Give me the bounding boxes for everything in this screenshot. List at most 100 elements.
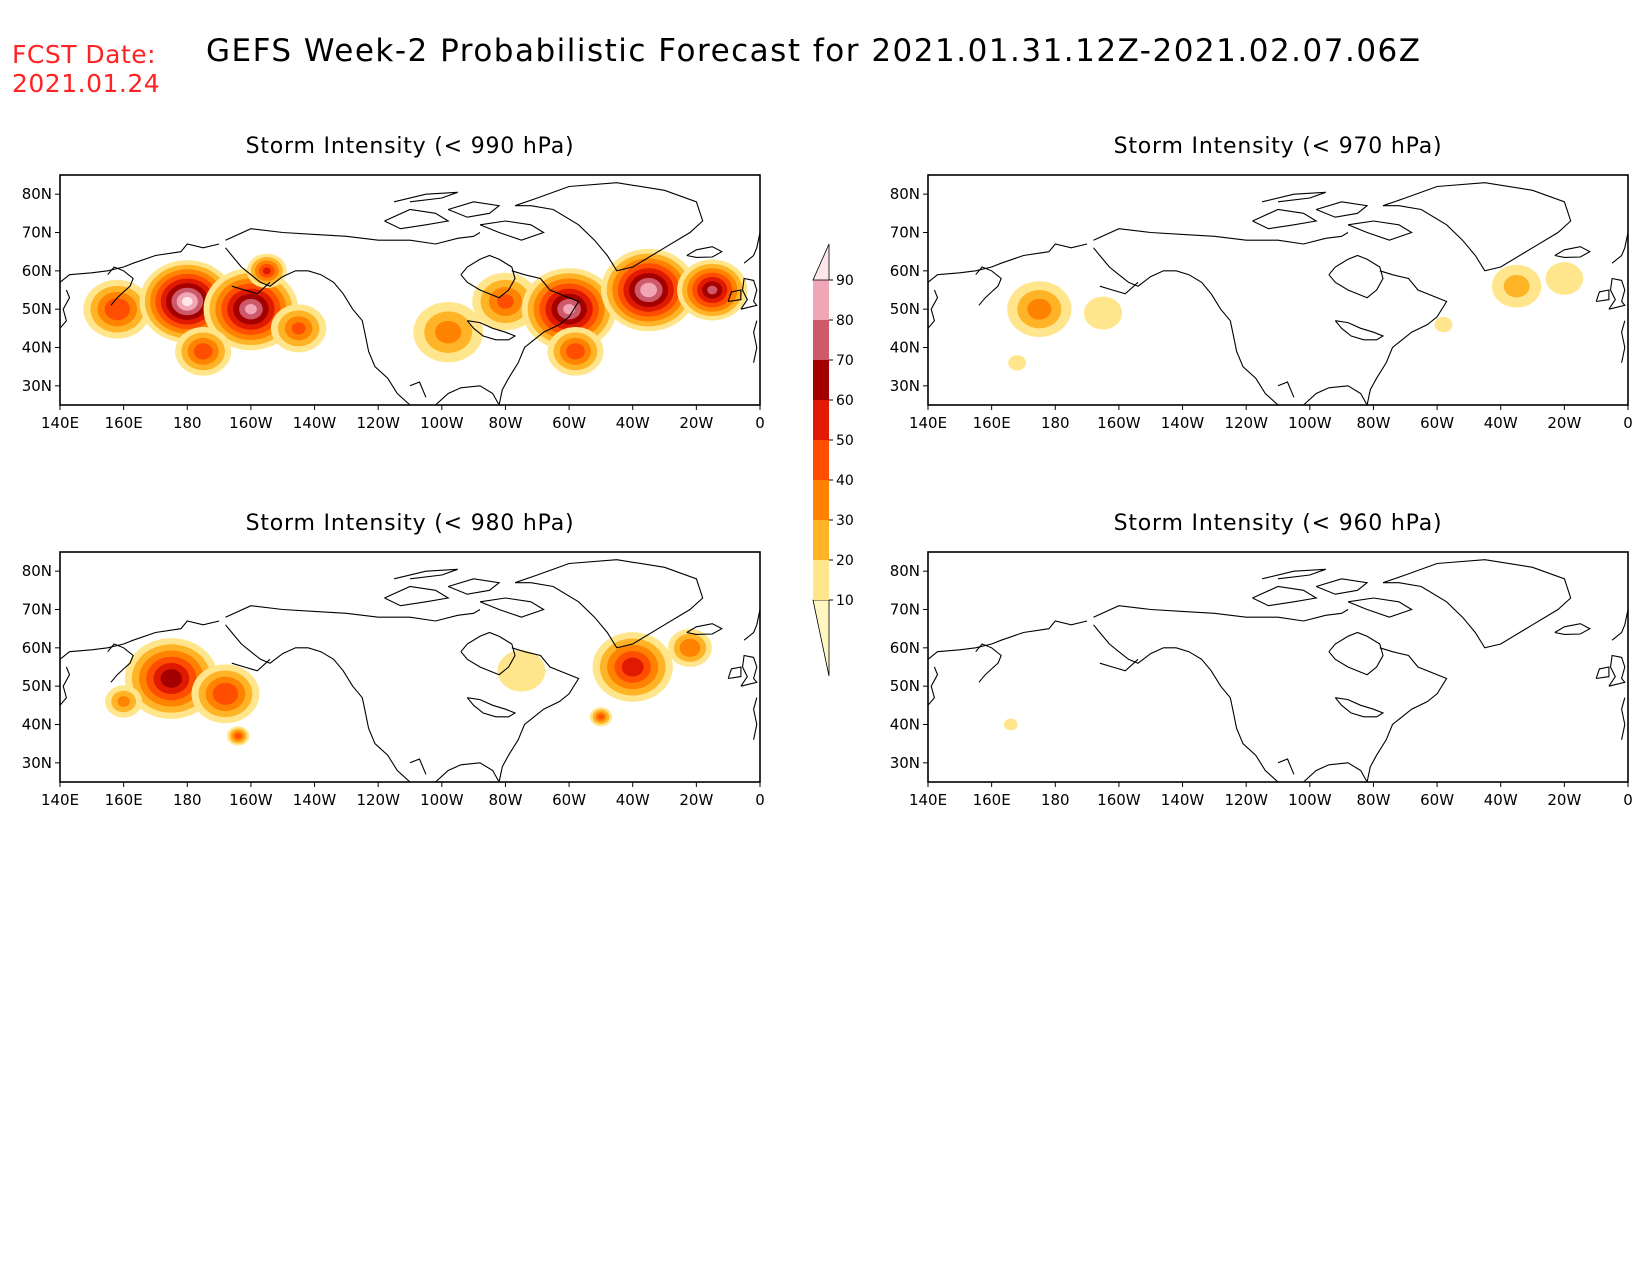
colorbar-swatch xyxy=(813,320,829,360)
coastline xyxy=(1093,228,1349,245)
lon-tick-label: 20W xyxy=(679,791,713,809)
colorbar-swatch xyxy=(813,360,829,400)
coastline xyxy=(1621,697,1626,740)
coastline xyxy=(225,247,411,405)
lat-tick-label: 40N xyxy=(890,339,920,357)
probability-blob xyxy=(521,268,617,351)
lon-tick-label: 160W xyxy=(229,414,273,432)
lon-tick-label: 140W xyxy=(293,791,337,809)
colorbar-swatch xyxy=(813,560,829,600)
coastline xyxy=(1608,277,1626,310)
coastline xyxy=(384,585,450,607)
lon-tick-label: 0 xyxy=(755,414,765,432)
probability-blob xyxy=(124,638,218,719)
prob-contour-40 xyxy=(193,343,213,360)
coastline xyxy=(466,320,517,341)
lat-tick-label: 70N xyxy=(890,224,920,242)
lon-tick-label: 140E xyxy=(41,414,79,432)
colorbar-swatch xyxy=(813,520,829,560)
lon-tick-label: 20W xyxy=(1547,791,1581,809)
lat-tick-label: 70N xyxy=(890,601,920,619)
coastline xyxy=(753,320,758,363)
probability-fill xyxy=(83,248,748,376)
lon-tick-label: 40W xyxy=(616,791,650,809)
prob-contour-30 xyxy=(435,320,462,344)
coastline xyxy=(753,697,758,740)
coastline xyxy=(60,243,220,283)
probability-blob xyxy=(1545,262,1584,295)
coastline xyxy=(727,289,742,303)
lon-tick-label: 80W xyxy=(1356,791,1390,809)
prob-contour-30 xyxy=(1027,298,1052,320)
prob-contour-40 xyxy=(566,343,585,360)
coastline xyxy=(409,758,427,775)
lon-tick-label: 140W xyxy=(293,414,337,432)
coastline xyxy=(1608,654,1626,687)
prob-contour-40 xyxy=(597,714,604,720)
coastline xyxy=(743,232,760,264)
coastline xyxy=(60,289,71,329)
lat-tick-label: 50N xyxy=(890,300,920,318)
coastline xyxy=(1252,585,1318,607)
coastlines xyxy=(928,182,1628,405)
lon-tick-label: 120W xyxy=(356,414,400,432)
coastline xyxy=(1277,758,1295,775)
lon-tick-label: 60W xyxy=(1420,791,1454,809)
coastline xyxy=(1334,697,1385,718)
probability-blob xyxy=(105,685,143,718)
coastlines xyxy=(60,559,760,782)
probability-blob xyxy=(413,301,484,363)
colorbar-swatch xyxy=(813,400,829,440)
colorbar-tick-label: 10 xyxy=(836,593,854,609)
colorbar-tick-label: 40 xyxy=(836,473,854,489)
coastline xyxy=(1328,254,1384,299)
prob-contour-10 xyxy=(1083,296,1123,330)
coastline xyxy=(393,191,458,203)
colorbar-swatch xyxy=(812,599,830,677)
lat-tick-label: 80N xyxy=(22,185,52,203)
coastline xyxy=(460,254,516,299)
coastline xyxy=(928,666,939,706)
lat-tick-label: 50N xyxy=(22,300,52,318)
lon-tick-label: 140W xyxy=(1161,791,1205,809)
prob-contour-30 xyxy=(679,638,701,657)
lon-tick-label: 60W xyxy=(552,791,586,809)
coastline xyxy=(1554,623,1591,635)
coastline xyxy=(466,697,517,718)
coastline xyxy=(393,568,458,580)
lon-tick-label: 160E xyxy=(105,414,143,432)
coastline xyxy=(1347,220,1413,241)
coastline xyxy=(1093,605,1349,622)
lon-tick-label: 40W xyxy=(1484,414,1518,432)
colorbar-swatch xyxy=(813,480,829,520)
coastline xyxy=(479,220,545,241)
prob-contour-30 xyxy=(117,696,130,707)
coastline xyxy=(928,289,939,329)
colorbar-tick-label: 50 xyxy=(836,433,854,449)
coastline xyxy=(1093,624,1279,782)
lat-tick-label: 80N xyxy=(890,185,920,203)
coastline xyxy=(60,620,220,660)
coastline xyxy=(479,597,545,618)
probability-blob xyxy=(668,628,712,667)
coastline xyxy=(231,281,271,295)
prob-contour-10 xyxy=(1003,718,1018,731)
lat-tick-label: 80N xyxy=(22,562,52,580)
fcst-date-value: 2021.01.24 xyxy=(12,69,160,98)
probability-blob xyxy=(1083,296,1123,330)
lon-tick-label: 140E xyxy=(41,791,79,809)
lat-tick-label: 30N xyxy=(890,754,920,772)
coastline xyxy=(743,609,760,641)
lat-tick-label: 40N xyxy=(22,339,52,357)
lon-tick-label: 80W xyxy=(1356,414,1390,432)
lat-tick-label: 50N xyxy=(890,677,920,695)
lon-tick-label: 120W xyxy=(1224,791,1268,809)
coastline xyxy=(435,762,500,782)
lat-tick-label: 70N xyxy=(22,601,52,619)
map-panel-3: Storm Intensity (< 980 hPa) 140E 160E 180 16… xyxy=(22,511,765,809)
coastline xyxy=(231,658,271,672)
coastline xyxy=(1099,281,1139,295)
coastline xyxy=(1315,201,1369,218)
lon-tick-label: 100W xyxy=(1288,414,1332,432)
probability-blob xyxy=(589,707,612,727)
